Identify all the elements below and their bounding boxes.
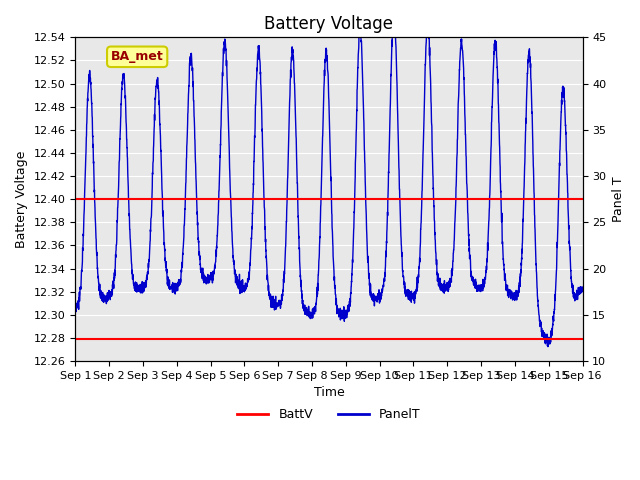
X-axis label: Time: Time bbox=[314, 386, 344, 399]
Y-axis label: Battery Voltage: Battery Voltage bbox=[15, 151, 28, 248]
Title: Battery Voltage: Battery Voltage bbox=[264, 15, 394, 33]
Legend: BattV, PanelT: BattV, PanelT bbox=[232, 403, 426, 426]
Text: BA_met: BA_met bbox=[111, 50, 164, 63]
Y-axis label: Panel T: Panel T bbox=[612, 177, 625, 222]
